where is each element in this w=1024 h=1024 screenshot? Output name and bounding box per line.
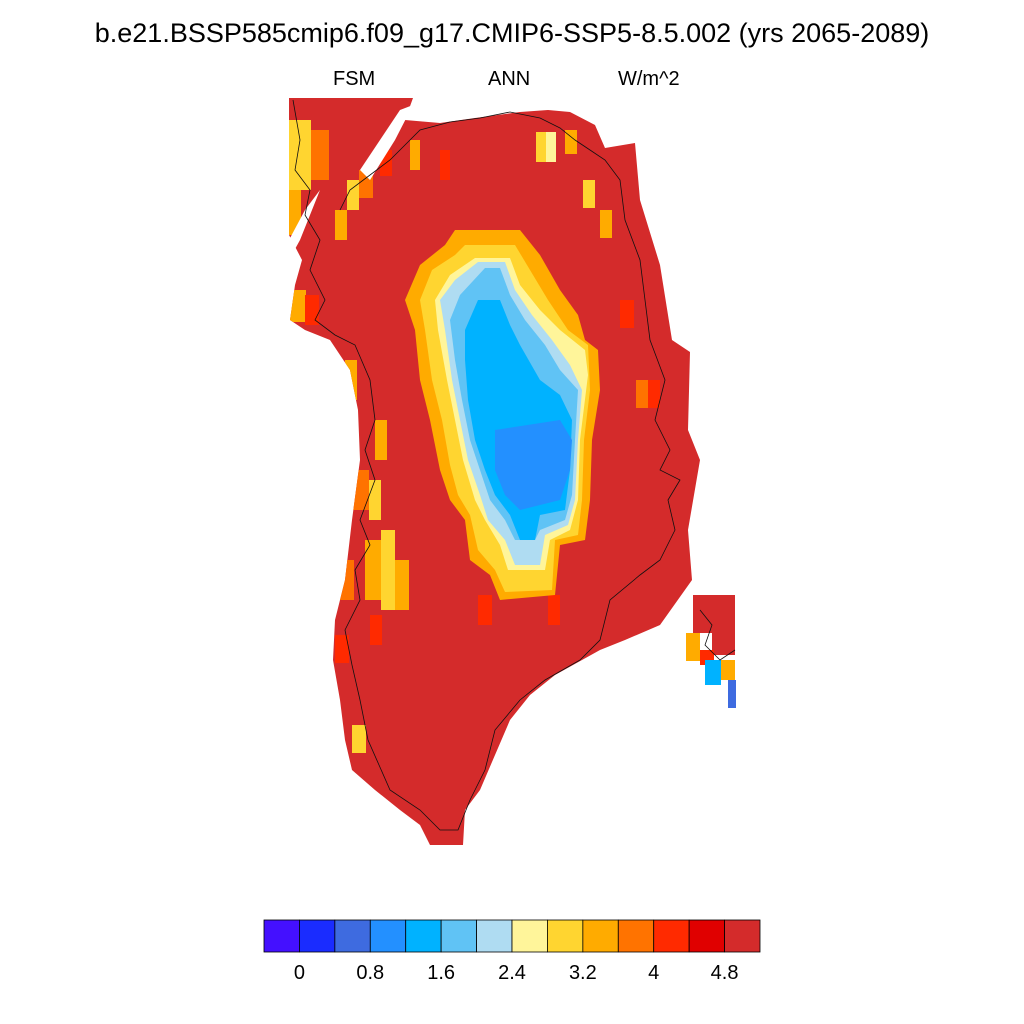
colorbar-tick-label: 4.8 bbox=[710, 962, 739, 984]
island-coastline bbox=[699, 609, 736, 661]
colorbar-swatch bbox=[511, 919, 548, 953]
cell bbox=[620, 300, 634, 328]
cell bbox=[686, 633, 700, 661]
colorbar-swatch bbox=[440, 919, 477, 953]
cell bbox=[335, 210, 347, 240]
cell bbox=[728, 680, 736, 708]
gap-nw-2 bbox=[289, 190, 320, 260]
east-island bbox=[686, 595, 736, 708]
cell bbox=[478, 595, 492, 625]
cell bbox=[548, 595, 560, 625]
cell bbox=[636, 380, 648, 408]
cell bbox=[352, 725, 366, 753]
colorbar-swatch bbox=[617, 919, 655, 953]
cell bbox=[365, 540, 381, 600]
colorbar-swatch bbox=[334, 919, 371, 953]
cell bbox=[311, 130, 329, 180]
gap-nw bbox=[360, 105, 413, 180]
colorbar-swatch bbox=[653, 919, 690, 953]
cell bbox=[546, 132, 556, 162]
colorbar-swatch bbox=[405, 919, 442, 953]
cell bbox=[705, 660, 721, 685]
zone-blue-core bbox=[495, 420, 572, 510]
cell bbox=[395, 560, 409, 610]
cell bbox=[712, 633, 735, 655]
colorbar-swatch bbox=[369, 919, 407, 953]
colorbar-tick-label: 0.8 bbox=[356, 962, 385, 984]
subtitle-variable: FSM bbox=[333, 68, 376, 90]
cell bbox=[347, 180, 359, 210]
cell bbox=[381, 530, 395, 610]
colorbar-swatch bbox=[547, 919, 584, 953]
colorbar-tick-label: 4 bbox=[648, 962, 660, 984]
colorbar-tick-label: 0 bbox=[293, 962, 305, 984]
colorbar-swatch bbox=[582, 919, 619, 953]
cell bbox=[370, 615, 382, 645]
cell bbox=[440, 150, 450, 180]
plot-title: b.e21.BSSP585cmip6.f09_g17.CMIP6-SSP5-8.… bbox=[94, 18, 930, 48]
cell bbox=[648, 380, 660, 408]
cell bbox=[369, 480, 381, 520]
colorbar-tick-label: 1.6 bbox=[427, 962, 456, 984]
cell bbox=[289, 120, 311, 190]
colorbar-swatch bbox=[263, 919, 300, 953]
cell bbox=[721, 660, 735, 680]
colorbar-tick-label: 2.4 bbox=[498, 962, 526, 984]
colorbar-tick-label: 3.2 bbox=[568, 962, 597, 984]
cell bbox=[410, 140, 420, 170]
coastline bbox=[292, 99, 681, 831]
cell bbox=[305, 295, 319, 325]
cell bbox=[565, 130, 577, 154]
cell bbox=[375, 420, 387, 460]
cell bbox=[583, 180, 595, 208]
interior-field bbox=[405, 230, 600, 600]
colorbar-swatch bbox=[724, 919, 761, 953]
colorbar-swatch bbox=[476, 919, 513, 953]
cell bbox=[335, 635, 349, 663]
colorbar-swatch bbox=[299, 919, 336, 953]
subtitle-season: ANN bbox=[488, 68, 531, 90]
colorbar-swatch bbox=[688, 919, 725, 953]
cell bbox=[693, 595, 735, 633]
cell bbox=[600, 210, 612, 238]
cell bbox=[290, 290, 306, 322]
subtitle-units: W/m^2 bbox=[618, 68, 680, 90]
cell bbox=[536, 132, 546, 162]
